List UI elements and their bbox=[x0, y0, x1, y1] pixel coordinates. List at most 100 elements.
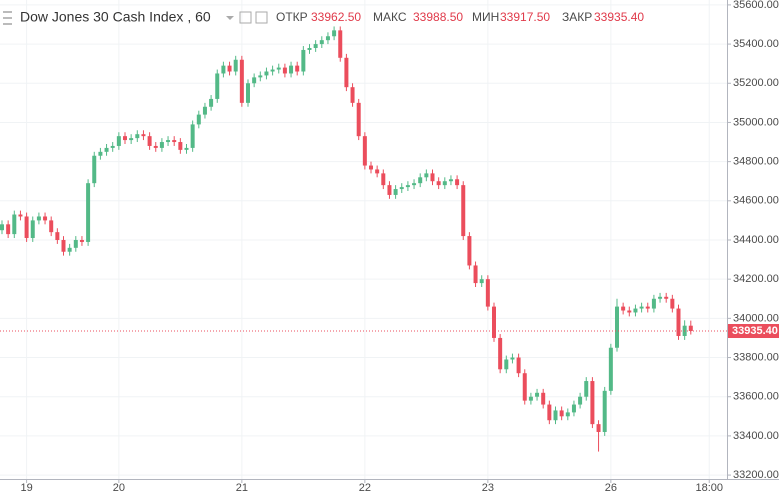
candle-body bbox=[473, 265, 478, 284]
candle-body bbox=[246, 83, 250, 103]
candle-body bbox=[578, 396, 583, 405]
candle-body bbox=[325, 36, 330, 41]
candle-body bbox=[49, 220, 54, 233]
candle-body bbox=[319, 40, 324, 45]
candle-body bbox=[184, 147, 189, 150]
candle-body bbox=[178, 142, 183, 150]
candle-body bbox=[289, 65, 294, 74]
candle-body bbox=[239, 59, 244, 103]
candle-body bbox=[627, 310, 632, 313]
hide-icon[interactable] bbox=[239, 11, 252, 24]
candle-body bbox=[18, 214, 23, 217]
candle-body bbox=[418, 177, 423, 184]
candle-body bbox=[215, 73, 220, 99]
candle-body bbox=[528, 396, 533, 401]
candle-body bbox=[405, 185, 410, 188]
symbol-title: Dow Jones 30 Cash Index , 60 bbox=[20, 9, 211, 25]
candle-body bbox=[221, 65, 226, 74]
candle-body bbox=[602, 390, 607, 432]
y-tick-label: 34400.00 bbox=[733, 234, 779, 246]
candle-body bbox=[362, 136, 367, 166]
y-tick-label: 33600.00 bbox=[733, 391, 779, 403]
candle-body bbox=[123, 136, 127, 141]
candle-body bbox=[664, 296, 669, 299]
y-tick-label: 35200.00 bbox=[733, 77, 779, 89]
candle-body bbox=[313, 44, 318, 48]
candle-body bbox=[344, 57, 349, 88]
candle-body bbox=[141, 134, 146, 137]
y-tick-label: 33200.00 bbox=[733, 469, 779, 481]
candle-body bbox=[264, 71, 269, 76]
settings-icon[interactable] bbox=[255, 11, 268, 24]
candle-body bbox=[55, 232, 60, 240]
candle-body bbox=[36, 216, 41, 221]
candle-body bbox=[12, 214, 17, 235]
candle-body bbox=[658, 296, 663, 299]
candle-body bbox=[492, 306, 496, 338]
candle-body bbox=[688, 325, 693, 332]
field-value: 33917.50 bbox=[500, 10, 550, 24]
candle-body bbox=[166, 140, 171, 143]
x-tick-label: 19 bbox=[20, 482, 32, 494]
candle-body bbox=[541, 392, 546, 405]
candle-body bbox=[621, 306, 626, 311]
candle-body bbox=[282, 67, 287, 74]
candle-body bbox=[295, 65, 300, 72]
candle-body bbox=[209, 98, 214, 107]
candle-body bbox=[270, 69, 275, 72]
x-tick-label: 26 bbox=[605, 482, 617, 494]
candle-body bbox=[116, 136, 121, 146]
candle-body bbox=[301, 49, 306, 72]
candle-body bbox=[233, 59, 238, 72]
candle-body bbox=[504, 359, 509, 370]
y-tick-label: 34800.00 bbox=[733, 156, 779, 168]
candle-body bbox=[356, 102, 361, 137]
candle-body bbox=[430, 173, 435, 182]
field-value: 33935.40 bbox=[594, 10, 644, 24]
y-tick-label: 35000.00 bbox=[733, 116, 779, 128]
candle-body bbox=[104, 147, 109, 152]
candle-body bbox=[516, 357, 521, 374]
axes: 33200.00 33400.00 33600.00 33800.00 34000.00… bbox=[20, 0, 779, 494]
candle-body bbox=[375, 169, 380, 174]
candle-body bbox=[651, 298, 656, 309]
candle-body bbox=[479, 279, 484, 284]
candle-body bbox=[535, 392, 540, 397]
candle-body bbox=[153, 145, 158, 148]
y-tick-label: 34200.00 bbox=[733, 273, 779, 285]
field-value: 33962.50 bbox=[311, 10, 361, 24]
candle-body bbox=[547, 404, 552, 421]
candle-body bbox=[110, 145, 115, 148]
candle-body bbox=[227, 65, 232, 72]
candle-body bbox=[147, 136, 152, 146]
candle-body bbox=[412, 183, 417, 186]
y-tick-label: 34000.00 bbox=[733, 312, 779, 324]
legend-header: Dow Jones 30 Cash Index , 60 ОТКР 33962.… bbox=[3, 9, 644, 25]
candle-body bbox=[276, 67, 281, 70]
menu-icon[interactable] bbox=[3, 11, 12, 25]
candle-body bbox=[455, 179, 460, 186]
candle-body bbox=[467, 236, 472, 266]
candle-body bbox=[350, 87, 355, 103]
candle-body bbox=[92, 155, 97, 184]
candle-body bbox=[98, 151, 103, 156]
candle-body bbox=[559, 410, 564, 417]
x-tick-label: 20 bbox=[113, 482, 125, 494]
field-value: 33988.50 bbox=[413, 10, 463, 24]
field-label: ОТКР bbox=[276, 10, 308, 24]
x-tick-label: 22 bbox=[359, 482, 371, 494]
candles bbox=[0, 26, 727, 452]
candle-body bbox=[393, 189, 398, 195]
candle-body bbox=[190, 124, 195, 148]
candle-body bbox=[43, 216, 48, 221]
candle-body bbox=[615, 306, 619, 348]
candle-body bbox=[172, 140, 177, 143]
candle-body bbox=[30, 220, 35, 239]
last-price-box bbox=[728, 324, 779, 339]
candle-body bbox=[0, 224, 4, 231]
dropdown-arrow[interactable] bbox=[226, 16, 234, 20]
candle-body bbox=[399, 187, 404, 190]
candle-body bbox=[498, 337, 503, 370]
